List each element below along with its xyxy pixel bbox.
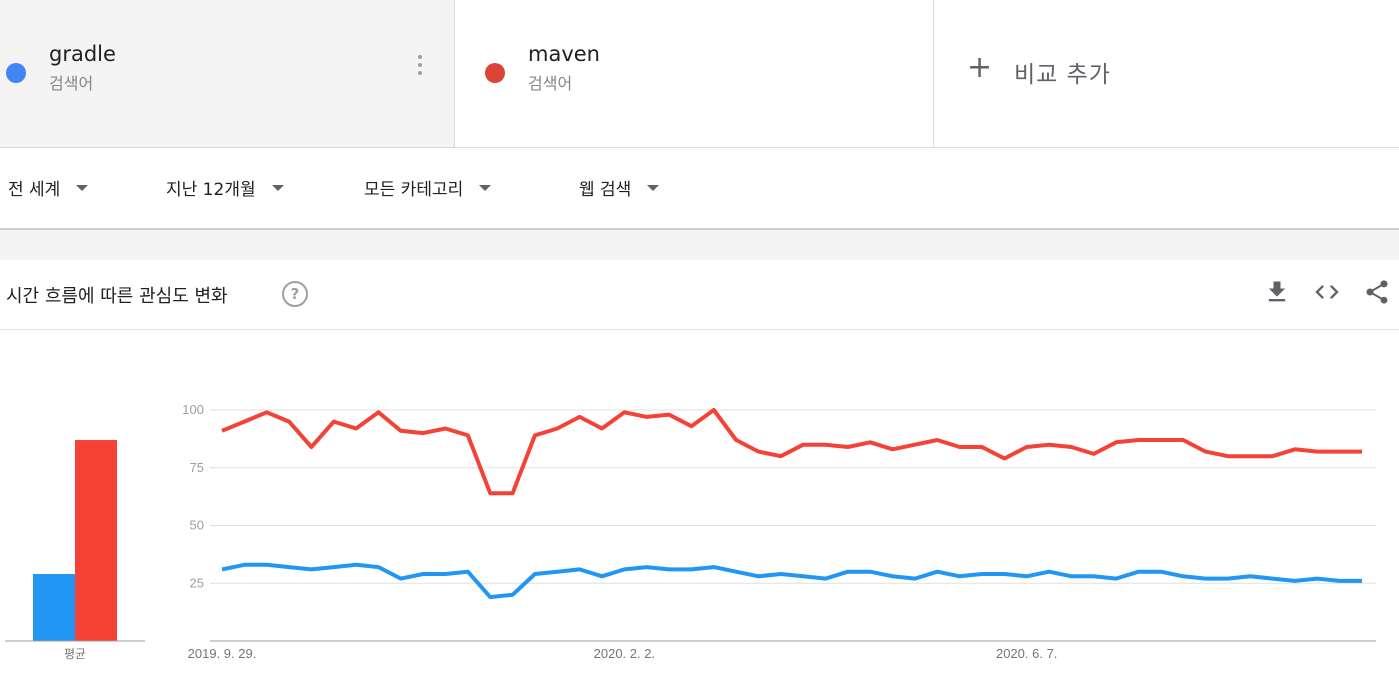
chevron-down-icon	[271, 184, 284, 191]
search-type-label: 웹 검색	[579, 180, 632, 200]
search-term-card-gradle[interactable]: gradle 검색어	[0, 0, 455, 147]
series-line-gradle[interactable]	[221, 562, 1362, 600]
filter-bar: 전 세계 지난 12개월 모든 카테고리 웹 검색	[0, 148, 1399, 230]
average-bars	[33, 440, 117, 641]
x-tick-label: 2020. 2. 2.	[594, 646, 655, 661]
chevron-down-icon	[479, 184, 492, 191]
share-icon[interactable]	[1363, 278, 1391, 306]
plus-icon: +	[967, 50, 993, 85]
search-terms-bar: gradle 검색어 maven 검색어 + 비교 추가	[0, 0, 1399, 148]
section-divider	[0, 230, 1399, 260]
period-dropdown[interactable]: 지난 12개월	[166, 175, 284, 200]
search-term-type: 검색어	[49, 74, 94, 93]
interest-over-time-chart: 평균 25 50 75 100 2019. 9. 29. 2020. 2. 2. 2020…	[0, 330, 1399, 686]
chevron-down-icon	[647, 184, 660, 191]
more-options-icon[interactable]	[413, 55, 427, 81]
add-comparison-button[interactable]: + 비교 추가	[934, 0, 1399, 147]
series-lines	[221, 408, 1362, 600]
category-dropdown[interactable]: 모든 카테고리	[364, 175, 492, 200]
chart-gridlines: 25 50 75 100	[182, 402, 1376, 642]
y-tick-label: 25	[190, 575, 204, 590]
x-tick-label: 2019. 9. 29.	[188, 646, 257, 661]
search-type-dropdown[interactable]: 웹 검색	[579, 175, 660, 200]
search-term-card-maven[interactable]: maven 검색어	[455, 0, 934, 147]
region-label: 전 세계	[8, 180, 61, 200]
search-term-type: 검색어	[528, 74, 573, 93]
series-color-dot	[485, 63, 505, 83]
help-icon[interactable]: ?	[282, 281, 308, 307]
average-bar-gradle[interactable]	[33, 574, 75, 641]
add-comparison-label: 비교 추가	[1014, 62, 1111, 88]
section-title: 시간 흐름에 따른 관심도 변화	[6, 286, 228, 307]
chevron-down-icon	[76, 184, 89, 191]
y-tick-label: 75	[190, 460, 204, 475]
y-tick-label: 50	[190, 518, 204, 533]
interest-over-time-header: 시간 흐름에 따른 관심도 변화 ?	[0, 260, 1399, 330]
average-bar-maven[interactable]	[75, 440, 117, 641]
region-dropdown[interactable]: 전 세계	[8, 175, 89, 200]
embed-icon[interactable]	[1313, 278, 1341, 306]
y-tick-label: 100	[182, 402, 204, 417]
download-icon[interactable]	[1263, 278, 1291, 306]
series-color-dot	[6, 63, 26, 83]
line-chart[interactable]: 평균 25 50 75 100 2019. 9. 29. 2020. 2. 2. 2020…	[0, 330, 1399, 686]
category-label: 모든 카테고리	[364, 180, 464, 200]
series-line-maven[interactable]	[221, 408, 1362, 496]
x-axis-labels: 2019. 9. 29. 2020. 2. 2. 2020. 6. 7.	[188, 646, 1058, 661]
period-label: 지난 12개월	[166, 180, 256, 200]
search-term-name[interactable]: gradle	[49, 42, 116, 66]
x-tick-label: 2020. 6. 7.	[996, 646, 1057, 661]
average-label: 평균	[64, 647, 86, 661]
search-term-name[interactable]: maven	[528, 42, 600, 66]
